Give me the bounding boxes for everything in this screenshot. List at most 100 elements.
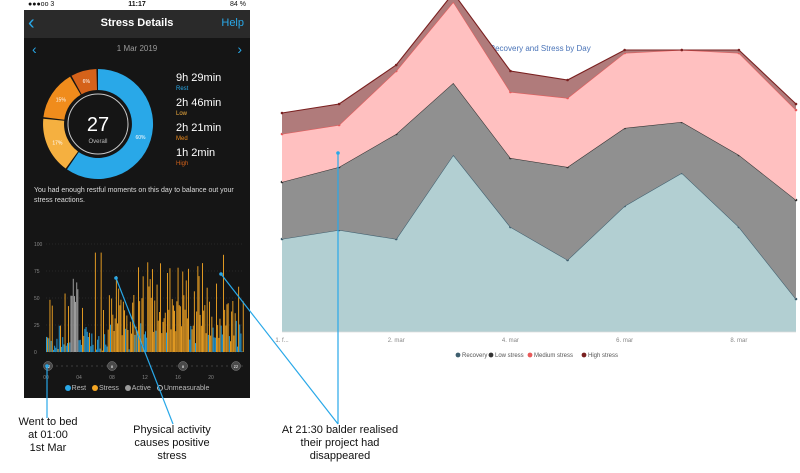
timeline-bar xyxy=(169,268,171,352)
timeline-bar xyxy=(112,314,114,352)
running-icon-glyph: ∧ xyxy=(181,364,185,369)
area-medium-stress xyxy=(282,2,796,200)
timeline-bar xyxy=(231,311,233,352)
date-selector: ‹ 1 Mar 2019 › xyxy=(24,38,250,62)
chart-plot-area xyxy=(280,0,798,333)
timeline-bar xyxy=(107,329,109,352)
timeline-bar xyxy=(185,280,187,352)
timeline-y-tick: 25 xyxy=(34,323,40,329)
legend-rest: Rest xyxy=(64,385,87,392)
timeline-bar xyxy=(150,297,152,352)
timeline-bar xyxy=(136,330,138,352)
chart-title: Recovery and Stress by Day xyxy=(489,44,590,53)
help-button[interactable]: Help xyxy=(221,17,244,29)
data-point xyxy=(680,48,684,52)
timeline-bar xyxy=(138,267,139,352)
next-day-chevron-icon[interactable]: › xyxy=(237,41,242,57)
timeline-bar xyxy=(147,262,149,352)
timeline-bar xyxy=(175,331,177,352)
timeline-bar xyxy=(124,310,125,352)
legend-label: High stress xyxy=(588,353,618,359)
timeline-bar xyxy=(173,305,174,352)
timeline-bar xyxy=(157,320,159,352)
timeline-bar xyxy=(141,298,143,352)
page-title: Stress Details xyxy=(100,17,174,29)
status-time: 11:17 xyxy=(128,1,146,8)
timeline-bar xyxy=(110,324,111,352)
donut-segment xyxy=(67,68,154,179)
timeline-bar xyxy=(80,344,82,352)
timeline-bar xyxy=(161,333,163,352)
timeline-bar xyxy=(212,327,214,352)
timeline-bar xyxy=(152,269,153,352)
previous-day-chevron-icon[interactable]: ‹ xyxy=(32,41,37,57)
x-tick-label: 6. mar xyxy=(616,338,633,344)
timeline-bar xyxy=(46,336,47,352)
timeline-x-tick: 04 xyxy=(76,375,82,381)
status-bar: ●●●oo 3 11:17 84 % xyxy=(24,0,250,10)
sleep-icon-glyph: zz xyxy=(46,364,51,369)
legend-marker xyxy=(455,352,461,358)
chart-legend: Recovery Low stress Medium stress High stre… xyxy=(455,352,618,359)
timeline-bar xyxy=(106,346,108,352)
timeline-bar xyxy=(153,331,155,352)
timeline-bar xyxy=(96,349,97,352)
timeline-bar xyxy=(223,254,224,352)
timeline-bar xyxy=(237,346,238,352)
donut-segment xyxy=(43,118,78,169)
stress-donut-chart[interactable]: 60% 17% 15% 6% 27 Overall xyxy=(36,66,172,184)
stress-summary: 9h 29min Rest 2h 46min Low 2h 21min Med … xyxy=(176,72,250,172)
timeline-bar xyxy=(242,301,244,352)
timeline-bar xyxy=(188,268,189,352)
timeline-bar xyxy=(179,306,181,352)
timeline-x-tick: 20 xyxy=(208,375,214,381)
timeline-bar xyxy=(103,310,104,352)
timeline-bar xyxy=(135,326,137,352)
timeline-bar xyxy=(146,337,148,352)
timeline-bar xyxy=(186,318,188,352)
timeline-bar xyxy=(90,346,92,352)
timeline-bar xyxy=(171,299,173,352)
timeline-bar xyxy=(189,339,191,352)
legend-active: Active xyxy=(124,385,151,392)
legend-label: Active xyxy=(131,385,151,392)
timeline-bar xyxy=(122,301,124,352)
timeline-bar xyxy=(82,307,83,352)
x-tick-label: 8. mar xyxy=(730,338,747,344)
timeline-bar xyxy=(92,344,94,352)
stress-message: You had enough restful moments on this d… xyxy=(34,187,234,204)
stress-timeline-chart[interactable]: 100 75 50 25 0 zz ∧ ∧ zz 00 04 08 12 16 20 xyxy=(24,238,250,382)
timeline-bar xyxy=(206,287,208,352)
legend-unmeasurable: Unmeasurable xyxy=(156,385,210,392)
timeline-bar xyxy=(55,347,57,352)
timeline-bar xyxy=(210,335,212,352)
donut-percent-label: 17% xyxy=(52,140,63,146)
data-point xyxy=(394,63,398,67)
timeline-bar xyxy=(48,338,50,352)
annotation-line: At 21:30 balder realised xyxy=(281,424,399,436)
line-high-stress xyxy=(281,0,797,114)
timeline-bar xyxy=(230,341,231,352)
area-low-stress xyxy=(282,83,796,299)
timeline-x-tick: 08 xyxy=(109,375,115,381)
data-point xyxy=(280,111,284,115)
timeline-bar xyxy=(174,310,175,352)
back-chevron-icon[interactable]: ‹ xyxy=(28,12,35,34)
timeline-bar xyxy=(200,325,202,352)
annotation-project: At 21:30 balder realised their project h… xyxy=(262,424,418,463)
timeline-bar xyxy=(207,334,209,352)
timeline-bar xyxy=(170,329,172,352)
legend-label: Stress xyxy=(99,385,119,392)
legend-label: Unmeasurable xyxy=(163,385,210,392)
summary-label: High xyxy=(176,161,189,167)
timeline-bar xyxy=(145,331,146,352)
summary-high: 1h 2min High xyxy=(176,147,250,172)
timeline-bar xyxy=(190,326,192,352)
donut-percent-label: 60% xyxy=(135,135,146,141)
timeline-bar xyxy=(58,325,60,352)
timeline-bar xyxy=(50,340,52,352)
donut-percent-label: 6% xyxy=(83,79,91,85)
legend-label: Rest xyxy=(71,385,87,392)
data-point xyxy=(566,78,569,82)
overall-label: Overall xyxy=(88,139,107,145)
